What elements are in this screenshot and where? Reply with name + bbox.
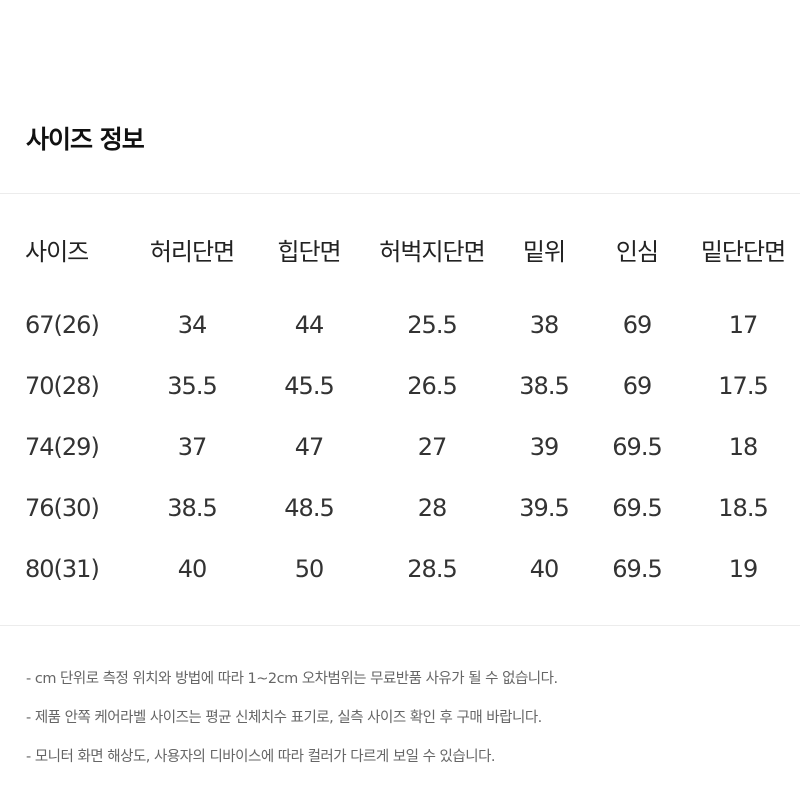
table-cell: 18	[728, 433, 759, 461]
table-cell: 40	[177, 555, 208, 583]
table-cell: 34	[177, 311, 208, 339]
table-cell: 69	[622, 372, 653, 400]
note-item: - 제품 안쪽 케어라벨 사이즈는 평균 신체치수 표기로, 실측 사이즈 확인…	[26, 710, 542, 726]
table-cell: 69	[622, 311, 653, 339]
table-cell: 44	[294, 311, 325, 339]
size-label: 67(26)	[25, 311, 100, 339]
column-header: 인심	[615, 238, 659, 266]
table-cell: 28.5	[407, 555, 457, 583]
table-cell: 28	[417, 494, 448, 522]
table-cell: 39.5	[519, 494, 569, 522]
size-label: 74(29)	[25, 433, 100, 461]
note-item: - 모니터 화면 해상도, 사용자의 디바이스에 따라 컬러가 다르게 보일 수…	[26, 749, 496, 765]
table-cell: 38.5	[519, 372, 569, 400]
size-label: 76(30)	[25, 494, 100, 522]
note-item: - cm 단위로 측정 위치와 방법에 따라 1~2cm 오차범위는 무료반품 …	[26, 671, 558, 687]
table-cell: 37	[177, 433, 208, 461]
table-cell: 35.5	[167, 372, 217, 400]
table-cell: 18.5	[718, 494, 768, 522]
table-cell: 69.5	[612, 433, 662, 461]
table-cell: 50	[294, 555, 325, 583]
column-header: 밑단단면	[700, 238, 786, 266]
column-header: 밑위	[522, 238, 566, 266]
table-cell: 17.5	[718, 372, 768, 400]
column-header: 힙단면	[277, 238, 341, 266]
table-cell: 48.5	[284, 494, 334, 522]
table-cell: 47	[294, 433, 325, 461]
table-cell: 69.5	[612, 555, 662, 583]
page-title: 사이즈 정보	[26, 125, 145, 154]
table-cell: 39	[529, 433, 560, 461]
divider	[0, 193, 800, 194]
divider	[0, 625, 800, 626]
table-cell: 26.5	[407, 372, 457, 400]
column-header: 허벅지단면	[379, 238, 485, 266]
table-cell: 25.5	[407, 311, 457, 339]
size-label: 80(31)	[25, 555, 100, 583]
table-cell: 38.5	[167, 494, 217, 522]
column-header: 허리단면	[149, 238, 235, 266]
column-header: 사이즈	[25, 238, 89, 266]
table-cell: 19	[728, 555, 759, 583]
table-cell: 17	[728, 311, 759, 339]
table-cell: 45.5	[284, 372, 334, 400]
table-cell: 40	[529, 555, 560, 583]
table-cell: 69.5	[612, 494, 662, 522]
size-label: 70(28)	[25, 372, 100, 400]
table-cell: 38	[529, 311, 560, 339]
table-cell: 27	[417, 433, 448, 461]
